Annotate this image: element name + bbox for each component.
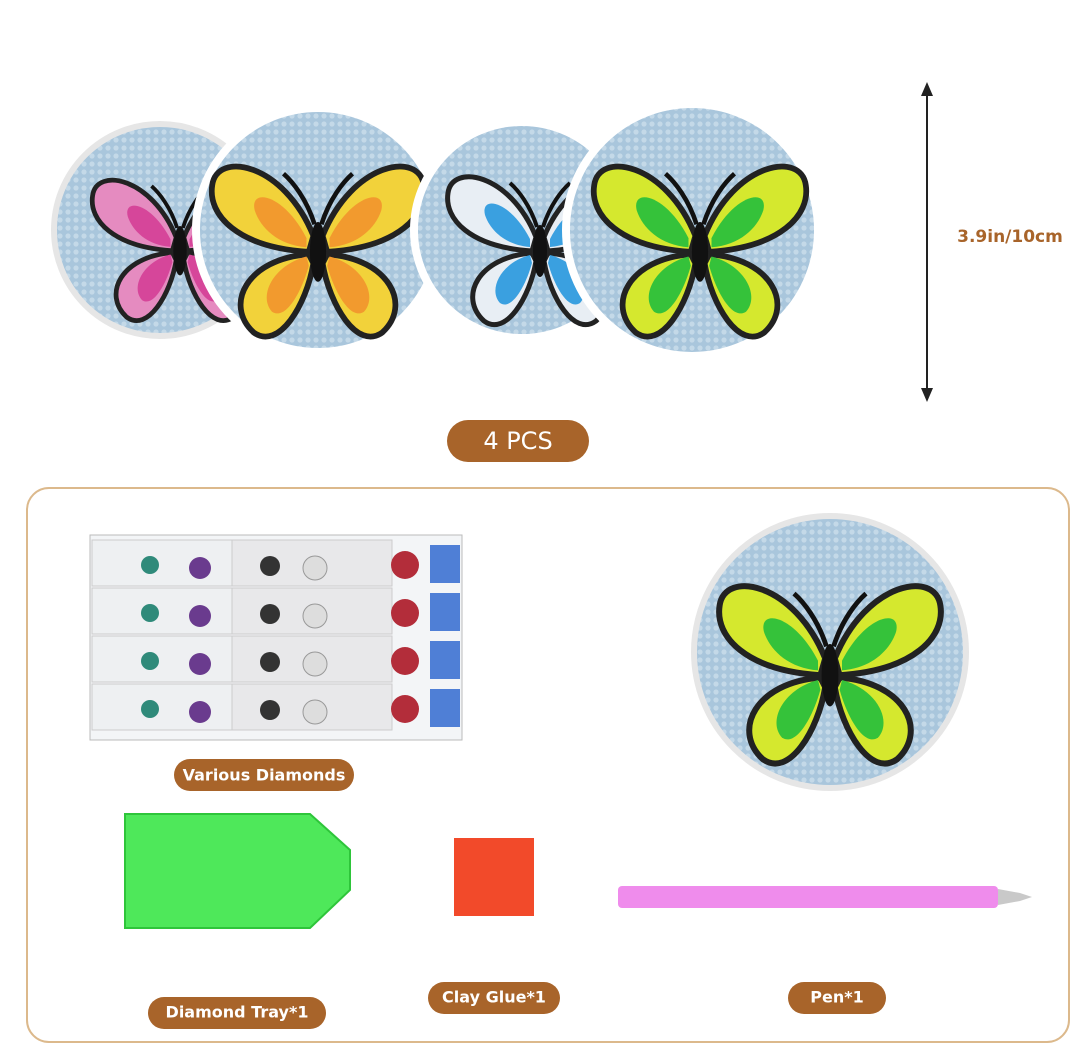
coaster-orange <box>192 104 444 356</box>
item-label: Diamond Tray*1 <box>166 1003 309 1022</box>
item-label: Pen*1 <box>810 988 863 1007</box>
coaster-green <box>562 100 822 360</box>
label-pill <box>788 982 886 1014</box>
item-label: Various Diamonds <box>183 766 346 785</box>
diamond-bags <box>89 534 463 741</box>
dimension-label: 3.9in/10cm <box>957 227 1063 247</box>
diamond-tray <box>124 813 351 929</box>
clay-glue <box>454 838 534 916</box>
pen <box>618 886 1032 908</box>
label-pill <box>174 759 354 791</box>
quantity-pill <box>447 420 589 462</box>
quantity-label: 4 PCS <box>483 427 552 455</box>
dimension-arrow <box>921 82 933 402</box>
item-label: Clay Glue*1 <box>442 988 546 1007</box>
label-pill <box>428 982 560 1014</box>
coaster-detail <box>691 513 969 791</box>
label-pill <box>148 997 326 1029</box>
